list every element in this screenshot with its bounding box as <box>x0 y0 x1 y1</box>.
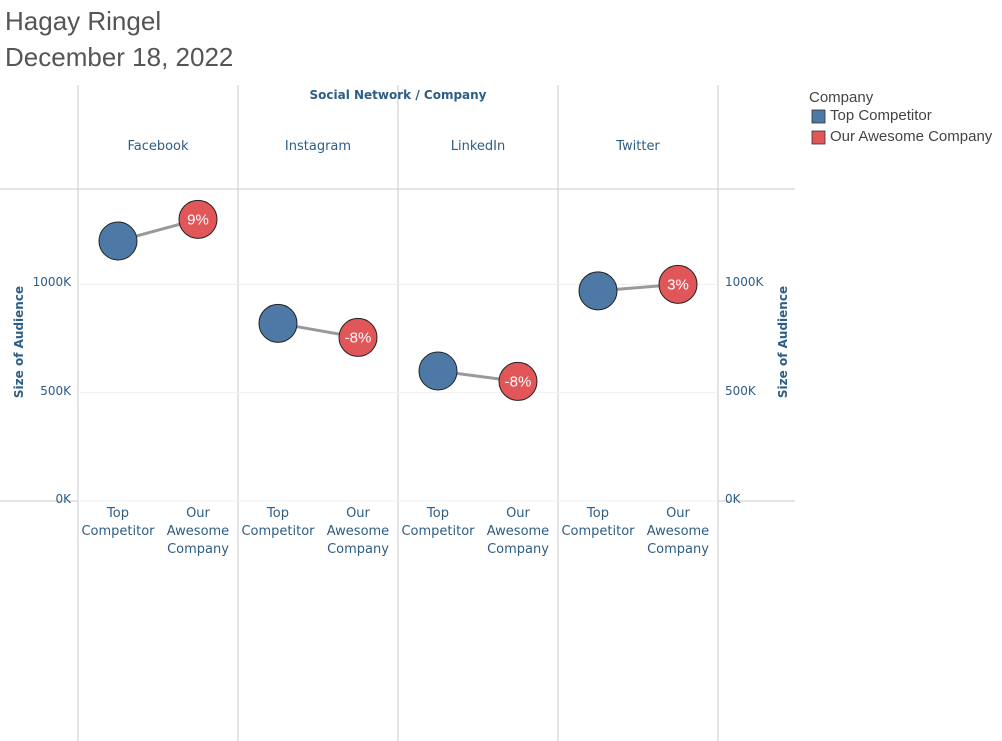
panel-label: Twitter <box>616 139 660 154</box>
data-label: -8% <box>505 373 532 390</box>
chart-title: Hagay Ringel <box>5 6 162 36</box>
x-tick-label: Our Awesome Company <box>486 506 550 557</box>
panel-label: Instagram <box>284 139 352 154</box>
column-header: Social Network / Company <box>309 88 487 102</box>
y-tick-label: 500K <box>40 383 71 398</box>
x-tick-label: Top Competitor <box>81 506 155 539</box>
dot <box>658 264 698 304</box>
y2-tick-label: 500K <box>725 383 756 398</box>
panel-label: LinkedIn <box>450 139 506 154</box>
legend-title: Company <box>809 89 874 106</box>
y-axis-title: Size of Audience <box>12 285 27 399</box>
x-tick-label: Our Awesome Company <box>166 506 230 557</box>
legend-label: Our Awesome Company <box>830 128 993 145</box>
chart-subtitle: December 18, 2022 <box>5 42 234 72</box>
x-tick-label: Top Competitor <box>241 506 315 539</box>
x-tick-label: Our Awesome Company <box>326 506 390 557</box>
data-label: 3% <box>667 276 689 293</box>
dot <box>418 351 458 391</box>
dot <box>498 361 538 401</box>
y2-axis-title: Size of Audience <box>776 285 791 399</box>
x-tick-label: Our Awesome Company <box>646 506 710 557</box>
x-tick-label: Top Competitor <box>561 506 635 539</box>
x-tick-label: Top Competitor <box>401 506 475 539</box>
y2-tick-label: 1000K <box>725 275 764 290</box>
legend-swatch <box>811 109 826 124</box>
y-tick-label: 1000K <box>32 275 71 290</box>
data-label: -8% <box>345 329 372 346</box>
panel-label: Facebook <box>127 139 189 154</box>
legend-label: Top Competitor <box>830 107 932 124</box>
dot <box>578 271 618 311</box>
dot <box>338 317 378 357</box>
y2-tick-label: 0K <box>725 492 741 506</box>
dot <box>258 303 298 343</box>
legend-swatch <box>811 130 826 145</box>
y-tick-label: 0K <box>55 492 71 506</box>
dot <box>98 221 138 261</box>
dot <box>178 199 218 239</box>
data-label: 9% <box>187 211 209 228</box>
